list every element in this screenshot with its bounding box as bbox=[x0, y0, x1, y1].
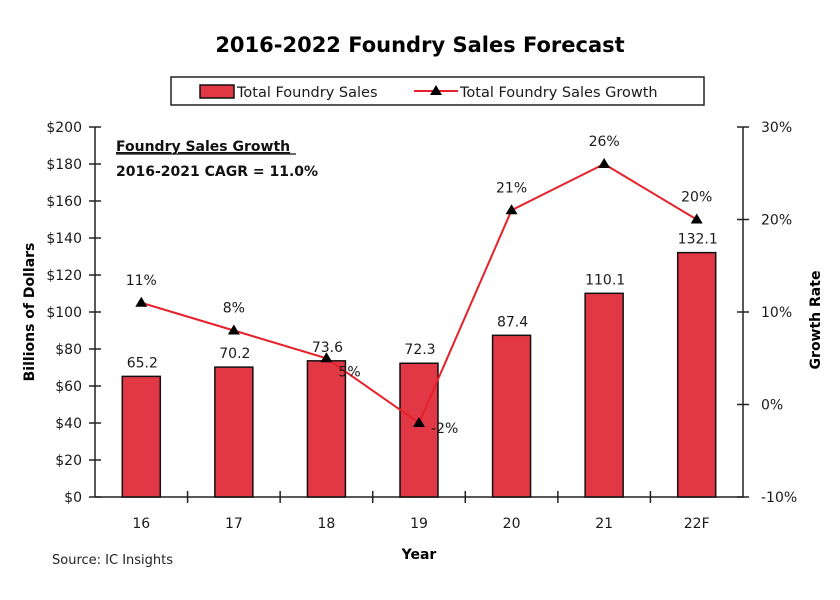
legend: Total Foundry Sales Total Foundry Sales … bbox=[170, 76, 705, 106]
legend-label-growth: Total Foundry Sales Growth bbox=[459, 85, 658, 101]
sales-value-label: 110.1 bbox=[585, 272, 625, 288]
growth-value-label: 20% bbox=[681, 190, 712, 206]
sales-value-label: 73.6 bbox=[312, 340, 343, 356]
sales-value-label: 70.2 bbox=[219, 346, 250, 362]
legend-swatch-sales bbox=[199, 84, 235, 99]
y2-tick-label: 10% bbox=[761, 305, 792, 321]
y-tick-label: $20 bbox=[55, 453, 82, 469]
x-tick-label: 22F bbox=[684, 516, 710, 532]
bars bbox=[121, 251, 717, 498]
y2-tick-label: 0% bbox=[761, 398, 783, 414]
sales-bar bbox=[676, 251, 717, 498]
growth-marker bbox=[227, 324, 240, 335]
y-tick-label: $140 bbox=[46, 231, 82, 247]
sales-bar bbox=[306, 360, 347, 498]
x-tick-label: 20 bbox=[503, 516, 521, 532]
sales-value-label: 72.3 bbox=[404, 342, 435, 358]
x-tick-label: 21 bbox=[595, 516, 613, 532]
growth-marker bbox=[598, 158, 611, 168]
y-tick-label: $100 bbox=[46, 305, 82, 321]
y2-tick-label: -10% bbox=[761, 490, 797, 506]
source-note: Source: IC Insights bbox=[52, 553, 173, 568]
x-tick-label: 17 bbox=[225, 516, 243, 532]
y-tick-label: $180 bbox=[46, 157, 82, 173]
legend-marker-growth bbox=[430, 85, 442, 95]
y-tick-label: $60 bbox=[55, 379, 82, 395]
sales-bar bbox=[214, 366, 254, 498]
sales-bar bbox=[399, 362, 439, 498]
sales-bar bbox=[491, 334, 532, 498]
growth-marker bbox=[320, 352, 333, 363]
sales-value-label: 87.4 bbox=[497, 314, 528, 330]
x-tick-label: 16 bbox=[132, 516, 150, 532]
y2-tick-label: 30% bbox=[761, 120, 792, 136]
growth-marker bbox=[413, 417, 425, 427]
y-tick-label: $120 bbox=[46, 268, 82, 284]
growth-line-layer bbox=[135, 158, 703, 427]
y-axis-title: Billions of Dollars bbox=[22, 243, 38, 382]
y-tick-label: $80 bbox=[55, 342, 82, 358]
legend-label-sales: Total Foundry Sales bbox=[236, 85, 378, 101]
growth-value-label: 21% bbox=[496, 180, 527, 196]
sales-value-label: 65.2 bbox=[127, 355, 158, 371]
growth-value-label: 5% bbox=[338, 364, 360, 380]
growth-marker bbox=[135, 296, 148, 307]
growth-value-label: 8% bbox=[223, 301, 245, 317]
growth-marker bbox=[505, 204, 518, 215]
y-tick-label: $200 bbox=[46, 120, 82, 136]
y-tick-label: $160 bbox=[46, 194, 82, 210]
y2-tick-label: 20% bbox=[761, 213, 792, 229]
x-axis-title: Year bbox=[401, 547, 437, 563]
sales-value-label: 132.1 bbox=[678, 232, 718, 248]
axes: $0 $20 $40 $60 $80 $100 $120 $140 $160 $180 $200 -1… bbox=[46, 120, 797, 532]
growth-marker bbox=[690, 213, 703, 224]
sales-bar bbox=[121, 375, 162, 498]
chart-title: 2016-2022 Foundry Sales Forecast bbox=[215, 33, 624, 57]
data-labels: 65.2 70.2 73.6 72.3 87.4 110.1 132.1 11% 8% 5% -2%… bbox=[126, 134, 718, 437]
growth-value-label: 26% bbox=[589, 134, 620, 150]
growth-value-label: 11% bbox=[126, 273, 157, 289]
x-tick-label: 19 bbox=[410, 516, 428, 532]
note-body: 2016-2021 CAGR = 11.0% bbox=[116, 164, 318, 180]
y-tick-label: $40 bbox=[55, 416, 82, 432]
x-tick-label: 18 bbox=[318, 516, 336, 532]
y2-axis-title: Growth Rate bbox=[808, 271, 824, 370]
note-title: Foundry Sales Growth bbox=[116, 139, 290, 155]
sales-bar bbox=[584, 292, 624, 498]
y-tick-label: $0 bbox=[64, 490, 82, 506]
growth-value-label: -2% bbox=[431, 421, 458, 437]
